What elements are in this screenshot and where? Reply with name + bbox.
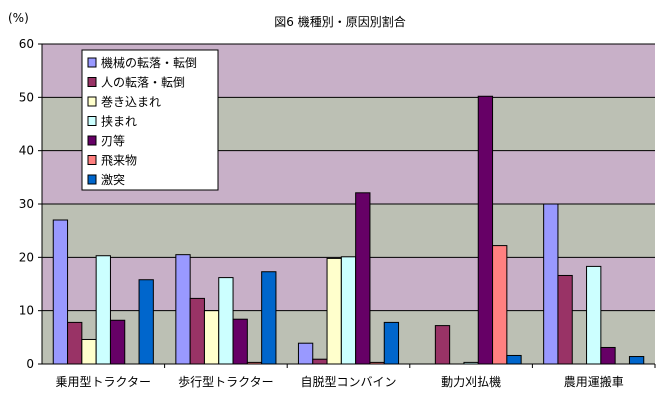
bar: [506, 354, 522, 365]
bar: [340, 256, 357, 365]
legend-swatch: [87, 116, 97, 126]
legend-box: [81, 49, 219, 191]
bar: [67, 321, 83, 365]
x-tick-label: 歩行型トラクター: [178, 374, 274, 389]
bar: [81, 338, 97, 365]
bar: [218, 277, 234, 365]
bar: [246, 361, 263, 365]
y-tick-label: 50: [19, 90, 34, 104]
legend-swatch: [87, 174, 97, 185]
bar: [355, 192, 371, 365]
bar: [586, 265, 602, 365]
plot-band: [42, 204, 655, 258]
y-axis-label: (%): [8, 11, 29, 25]
legend-swatch: [87, 155, 97, 165]
bar: [297, 342, 314, 365]
legend-label: 巻き込まれ: [101, 95, 161, 109]
legend-swatch: [87, 77, 97, 87]
x-tick-label: 動力刈払機: [441, 374, 501, 389]
x-tick-label: 自脱型コンバイン: [300, 374, 396, 389]
legend-label: 刃等: [101, 134, 125, 148]
y-tick-label: 40: [19, 144, 34, 158]
legend-label: 激突: [101, 172, 125, 187]
bar: [434, 325, 451, 365]
legend-label: 挟まれ: [101, 115, 137, 129]
bar: [232, 318, 248, 365]
y-tick-label: 30: [19, 197, 34, 211]
bar: [175, 254, 191, 365]
legend-label: 機械の転落・転倒: [101, 55, 197, 70]
bar: [492, 245, 508, 365]
chart-title: 図6 機種別・原因別割合: [274, 14, 405, 29]
bar: [543, 203, 559, 365]
y-tick-label: 60: [19, 37, 34, 51]
bar: [557, 274, 573, 365]
y-tick-label: 20: [19, 250, 34, 264]
y-tick-label: 0: [26, 357, 34, 371]
bar: [109, 319, 126, 365]
legend-label: 飛来物: [101, 154, 137, 168]
bar: [312, 358, 328, 365]
bar: [383, 321, 400, 365]
bar: [261, 271, 277, 365]
y-tick-label: 10: [19, 304, 34, 318]
bar: [600, 346, 616, 365]
bar: [189, 297, 205, 365]
bar: [628, 356, 645, 365]
legend-swatch: [87, 96, 97, 107]
bar: [326, 257, 342, 365]
bar: [463, 361, 479, 365]
bar: [369, 361, 385, 365]
legend-label: 人の転落・転倒: [101, 76, 185, 90]
bar: [138, 279, 154, 365]
legend-swatch: [87, 135, 97, 146]
bar: [203, 310, 220, 365]
legend-swatch: [87, 57, 97, 68]
x-tick-label: 乗用型トラクター: [56, 375, 152, 389]
x-tick-label: 農用運搬車: [564, 374, 624, 389]
bar: [95, 255, 111, 365]
bar: [477, 95, 494, 365]
bar: [52, 219, 69, 365]
